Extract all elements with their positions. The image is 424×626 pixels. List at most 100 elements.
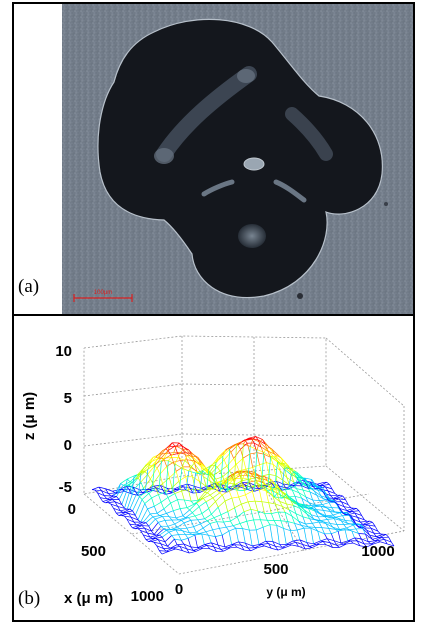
mesh-line — [172, 510, 177, 519]
mesh-line — [183, 543, 191, 548]
mesh-line — [269, 487, 278, 494]
mesh-line — [365, 521, 373, 525]
mesh-line — [199, 462, 203, 465]
mesh-line — [324, 486, 329, 492]
mesh-line — [253, 449, 258, 492]
mesh-line — [329, 500, 332, 503]
mesh-line — [178, 534, 182, 541]
mesh-line — [159, 450, 164, 455]
mesh-line — [319, 512, 327, 517]
mesh-line — [314, 484, 318, 488]
mesh-line — [129, 523, 133, 529]
mesh-line — [317, 530, 321, 542]
mesh-line — [185, 534, 189, 539]
mesh-line — [355, 528, 359, 534]
mesh-line — [242, 528, 246, 544]
mesh-line — [194, 535, 198, 548]
mesh-line — [339, 508, 343, 514]
mesh-line — [295, 541, 303, 545]
mesh-line — [228, 531, 233, 545]
mesh-line — [141, 499, 146, 504]
mesh-line — [222, 494, 226, 502]
mesh-line — [345, 499, 349, 505]
mesh-line — [350, 540, 354, 544]
mesh-line — [303, 489, 311, 493]
mesh-line — [341, 501, 345, 507]
mesh-line — [164, 520, 169, 527]
mesh-line — [127, 478, 131, 483]
mesh-line — [152, 483, 157, 489]
mesh-line — [308, 485, 312, 489]
mesh-line — [231, 485, 239, 490]
mesh-line — [285, 487, 289, 490]
z-tick-label: -5 — [59, 479, 72, 496]
mesh-line — [177, 452, 185, 454]
mesh-line — [205, 497, 214, 503]
mesh-line — [152, 534, 160, 539]
mesh-line — [351, 530, 355, 539]
mesh-line — [322, 541, 327, 545]
mesh-line — [251, 487, 259, 490]
mesh-line — [324, 506, 328, 509]
mesh-line — [128, 513, 136, 516]
mesh-line — [201, 508, 209, 514]
mesh-line — [177, 453, 181, 461]
mesh-line — [284, 467, 288, 470]
mesh-line — [236, 443, 244, 445]
mesh-line — [159, 515, 163, 517]
mesh-line — [197, 519, 201, 525]
mesh-line — [220, 511, 228, 516]
mesh-line — [280, 520, 288, 522]
mesh-line — [283, 494, 287, 497]
mesh-line — [178, 517, 186, 521]
mesh-line — [196, 498, 204, 504]
mesh-line — [170, 544, 178, 549]
mesh-line — [183, 486, 187, 491]
mesh-line — [214, 482, 218, 487]
mesh-line — [253, 442, 258, 453]
mesh-line — [163, 453, 168, 459]
mesh-line — [361, 538, 365, 544]
mesh-line — [204, 466, 208, 473]
mesh-line — [261, 543, 269, 545]
mesh-line — [124, 515, 128, 520]
mesh-line — [124, 490, 132, 495]
mesh-line — [163, 459, 168, 467]
mesh-line — [354, 537, 358, 542]
mesh-line — [172, 547, 176, 550]
mesh-line — [175, 529, 183, 532]
mesh-line — [248, 500, 256, 503]
mesh-line — [183, 499, 188, 508]
mesh-line — [223, 520, 231, 523]
mesh-line — [175, 515, 183, 519]
mesh-line — [311, 479, 315, 485]
mesh-line — [269, 447, 273, 450]
mesh-line — [201, 533, 209, 536]
mesh-line — [193, 550, 197, 552]
mesh-line — [200, 464, 208, 473]
mesh-line — [200, 497, 204, 500]
mesh-line — [308, 479, 312, 489]
mesh-line — [322, 484, 330, 486]
mesh-line — [205, 531, 209, 536]
mesh-line — [313, 540, 321, 545]
mesh-line — [197, 492, 206, 501]
mesh-line — [275, 475, 283, 481]
mesh-line — [304, 477, 308, 483]
mesh-line — [182, 515, 186, 518]
mesh-line — [247, 547, 251, 552]
mesh-line — [250, 508, 258, 512]
mesh-line — [160, 543, 164, 549]
mesh-line — [320, 505, 324, 511]
mesh-line — [320, 538, 328, 542]
mesh-line — [306, 542, 314, 545]
mesh-line — [118, 511, 126, 516]
mesh-line — [357, 517, 361, 523]
mesh-line — [215, 476, 223, 480]
mesh-line — [156, 508, 164, 514]
mesh-line — [222, 448, 230, 457]
mesh-line — [184, 455, 188, 461]
mesh-line — [190, 546, 194, 551]
mesh-line — [254, 500, 262, 503]
mesh-line — [316, 509, 324, 511]
